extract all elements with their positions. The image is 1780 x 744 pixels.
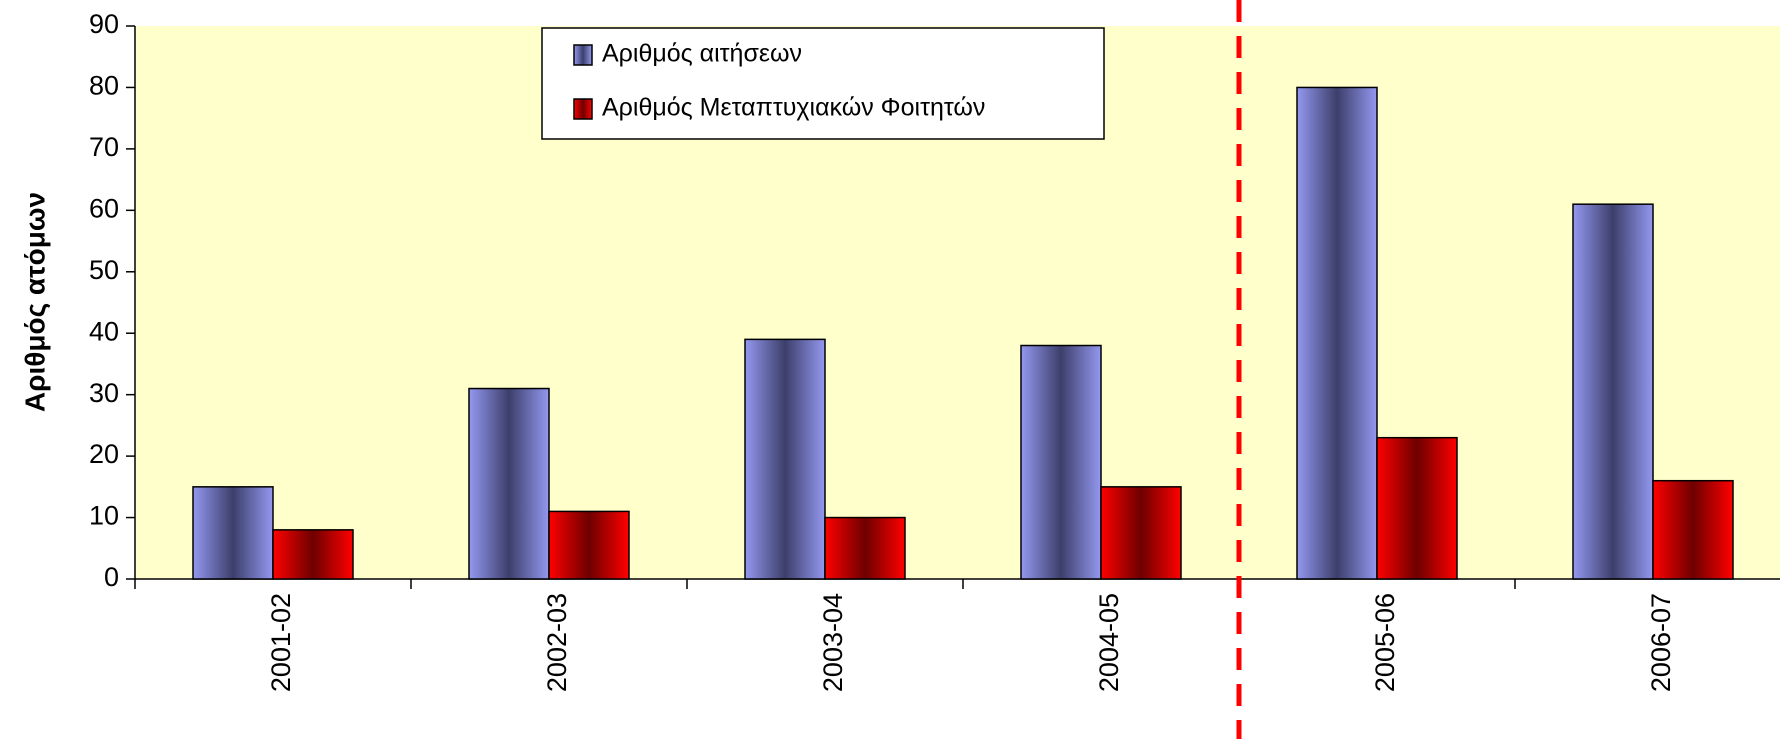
y-tick-label: 40 [89, 316, 119, 346]
x-axis: 2001-02 2002-03 2003-04 2004-05 2005-06 2006-… [134, 578, 1780, 692]
y-tick-label: 10 [89, 501, 119, 531]
y-tick-label: 30 [89, 378, 119, 408]
legend-label-students: Αριθμός Μεταπτυχιακών Φοιτητών [602, 94, 985, 122]
x-category-label: 2005-06 [1370, 593, 1400, 692]
bar-applications [744, 338, 826, 580]
y-tick-label: 50 [89, 255, 119, 285]
bar-applications [468, 387, 550, 580]
legend-swatch-students [573, 98, 593, 120]
bar-students [824, 516, 906, 580]
legend: Αριθμός αιτήσεων Αριθμός Μεταπτυχιακών Φ… [541, 27, 1105, 140]
x-category-label: 2006-07 [1646, 593, 1676, 692]
y-tick-label: 80 [89, 71, 119, 101]
y-tick-label: 0 [104, 562, 119, 592]
x-category-label: 2003-04 [818, 593, 848, 692]
y-axis-label: Αριθμός ατόμων [19, 192, 50, 412]
x-category-label: 2001-02 [266, 593, 296, 692]
bar-students [1376, 436, 1458, 580]
bar-students [1652, 479, 1734, 580]
y-tick-label: 70 [89, 132, 119, 162]
bar-applications [1020, 344, 1102, 580]
bar-students [548, 510, 630, 580]
bar-applications [1296, 86, 1378, 580]
bar-students [1100, 486, 1182, 580]
y-tick-label: 60 [89, 193, 119, 223]
legend-box [541, 27, 1105, 140]
bar-applications [192, 486, 274, 580]
bars [192, 86, 1734, 580]
legend-label-applications: Αριθμός αιτήσεων [602, 40, 802, 68]
bar-students [272, 529, 354, 580]
x-category-label: 2002-03 [542, 593, 572, 692]
bar-applications [1572, 203, 1654, 580]
y-tick-label: 20 [89, 439, 119, 469]
y-axis: 0 10 20 30 40 50 60 70 80 90 [89, 9, 136, 592]
legend-swatch-applications [573, 44, 593, 66]
x-category-label: 2004-05 [1094, 593, 1124, 692]
y-tick-label: 90 [89, 9, 119, 39]
